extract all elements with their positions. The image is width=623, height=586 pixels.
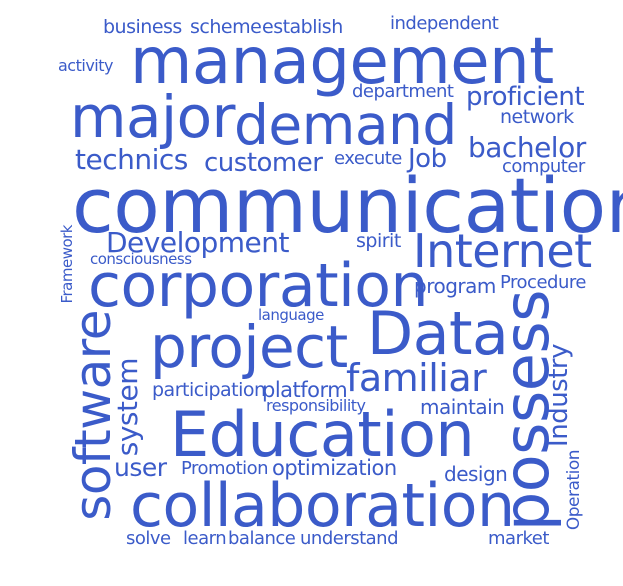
word-user: user [114, 453, 167, 482]
word-education: Education [170, 398, 475, 471]
word-business: business [103, 16, 182, 38]
word-design: design [444, 462, 508, 486]
word-computer: computer [502, 156, 585, 177]
word-program: program [414, 274, 496, 298]
word-establish: establish [262, 16, 343, 38]
word-proficient: proficient [466, 82, 585, 112]
word-demand: demand [234, 93, 457, 157]
word-market: market [488, 528, 549, 549]
word-execute: execute [334, 148, 402, 169]
word-familiar: familiar [346, 356, 487, 400]
word-balance: balance [228, 528, 296, 549]
word-learn: learn [183, 528, 227, 549]
word-responsibility: responsibility [266, 396, 366, 415]
word-network: network [500, 106, 574, 128]
word-activity: activity [58, 56, 113, 75]
word-understand: understand [300, 528, 399, 549]
word-procedure: Procedure [500, 272, 586, 293]
word-industry: Industry [544, 344, 574, 447]
word-framework: Framework [58, 225, 76, 304]
word-promotion: Promotion [181, 458, 269, 479]
word-technics: technics [75, 143, 188, 176]
word-internet: Internet [413, 224, 592, 278]
word-participation: participation [152, 379, 266, 401]
word-spirit: spirit [356, 230, 401, 252]
word-scheme: scheme [190, 16, 262, 38]
word-customer: customer [204, 148, 323, 178]
word-maintain: maintain [420, 395, 505, 419]
word-independent: independent [390, 13, 499, 34]
word-optimization: optimization [272, 456, 397, 480]
word-language: language [258, 306, 324, 324]
word-department: department [352, 81, 454, 102]
word-communication: communication [72, 161, 623, 250]
word-solve: solve [126, 528, 171, 549]
word-project: project [150, 313, 348, 381]
word-bachelor: bachelor [468, 131, 586, 164]
word-corporation: corporation [88, 251, 429, 321]
word-operation: Operation [564, 450, 584, 531]
word-consciousness: consciousness [90, 250, 192, 268]
word-system: system [111, 358, 144, 457]
word-platform: platform [262, 378, 348, 402]
word-management: management [130, 25, 554, 99]
word-major: major [70, 83, 236, 151]
word-data: Data [367, 299, 509, 369]
word-job: Job [408, 144, 447, 174]
word-collaboration: collaboration [130, 471, 515, 541]
word-development: Development [106, 226, 290, 259]
